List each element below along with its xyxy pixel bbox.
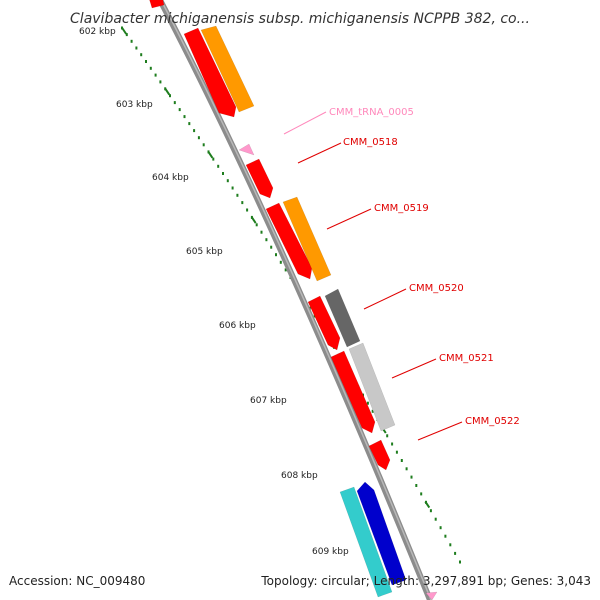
ruler-major-tick bbox=[250, 216, 257, 224]
leader-cmm-0518 bbox=[297, 142, 342, 164]
ruler-dot bbox=[188, 122, 191, 126]
ruler-dot bbox=[169, 94, 171, 98]
gene-label-cmm-0521[interactable]: CMM_0521 bbox=[439, 353, 494, 364]
gene-arrow-cmm-0519[interactable] bbox=[265, 202, 313, 280]
ruler-dot bbox=[222, 172, 224, 175]
ruler-dot bbox=[459, 560, 461, 564]
ruler-dot bbox=[279, 260, 282, 264]
ruler-dot bbox=[260, 230, 263, 234]
ruler-dot bbox=[284, 268, 287, 272]
ruler-dot bbox=[454, 551, 457, 555]
ruler-dot bbox=[395, 450, 398, 454]
ruler-dot bbox=[371, 409, 374, 413]
ruler-dot bbox=[159, 80, 162, 84]
ruler-dot bbox=[121, 26, 123, 30]
leader-cmm-trna-0005 bbox=[283, 111, 327, 135]
ruler-dot bbox=[183, 115, 186, 119]
ruler-dot bbox=[246, 208, 249, 212]
ruler-dot bbox=[125, 33, 128, 37]
gene-block-cmm-0517b[interactable] bbox=[200, 25, 255, 113]
map-title: Clavibacter michiganensis subsp. michiga… bbox=[70, 11, 530, 27]
ruler-dot bbox=[415, 484, 418, 487]
tick-label-607: 607 kbp bbox=[250, 396, 287, 406]
tick-label-603: 603 kbp bbox=[116, 100, 153, 110]
ruler-dot bbox=[236, 193, 239, 197]
leader-cmm-0519 bbox=[326, 208, 372, 230]
tick-label-606: 606 kbp bbox=[219, 321, 256, 331]
gene-arrow-cmm-0522[interactable] bbox=[368, 439, 391, 471]
ruler-dot bbox=[405, 467, 408, 471]
ruler-dot bbox=[241, 201, 244, 205]
ruler-dot bbox=[275, 253, 277, 257]
ruler-dot bbox=[231, 186, 234, 190]
gene-arrow-cmm-0520[interactable] bbox=[307, 295, 341, 351]
ruler-dot bbox=[255, 223, 258, 227]
ruler-major-tick bbox=[424, 501, 431, 509]
gene-arrow-cmm-trna-0005[interactable] bbox=[238, 143, 255, 156]
gene-arrow-cmm-0517[interactable] bbox=[148, 0, 165, 9]
ruler-dot bbox=[173, 101, 176, 105]
ruler-dot bbox=[434, 517, 437, 521]
gene-label-cmm-0518[interactable]: CMM_0518 bbox=[343, 137, 398, 148]
gene-arrow-cmm-0521[interactable] bbox=[330, 350, 376, 434]
ruler-dot bbox=[391, 442, 394, 446]
leader-cmm-0521 bbox=[391, 358, 437, 379]
ruler-dot bbox=[386, 434, 389, 438]
leader-cmm-0520 bbox=[363, 288, 407, 310]
gene-arrow-cmm-0518[interactable] bbox=[245, 158, 274, 199]
ruler-dot bbox=[429, 509, 432, 513]
tick-label-608: 608 kbp bbox=[281, 471, 318, 481]
ruler-dot bbox=[444, 534, 447, 538]
tick-label-604: 604 kbp bbox=[152, 173, 189, 183]
gene-label-cmm-trna-0005[interactable]: CMM_tRNA_0005 bbox=[329, 107, 414, 118]
ruler-tick-labels: 602 kbp 603 kbp 604 kbp 605 kbp 606 kbp … bbox=[79, 27, 349, 557]
ruler-dot bbox=[400, 459, 403, 462]
tick-label-609: 609 kbp bbox=[312, 547, 349, 557]
gene-arrow-cmm-0525[interactable] bbox=[425, 591, 438, 600]
ruler-dot bbox=[149, 66, 152, 70]
ruler-dot bbox=[366, 401, 369, 405]
ruler-dot bbox=[178, 108, 181, 112]
ruler-dot bbox=[212, 157, 215, 161]
accession-label: Accession: NC_009480 bbox=[9, 574, 146, 588]
ruler-major-tick bbox=[164, 88, 171, 96]
label-leader-lines bbox=[283, 111, 463, 441]
ruler-ticks bbox=[121, 27, 431, 509]
ruler-dot bbox=[265, 238, 268, 242]
ruler-dot bbox=[202, 143, 205, 147]
ruler-dot bbox=[217, 164, 220, 168]
ruler-dot bbox=[130, 39, 133, 43]
gene-arrow-cmm-0524[interactable] bbox=[356, 481, 407, 586]
ruler-dot bbox=[270, 245, 273, 249]
gene-block-cmm-0520b[interactable] bbox=[324, 288, 361, 348]
ruler-dot bbox=[145, 60, 147, 63]
gene-block-cmm-0519b[interactable] bbox=[282, 196, 332, 282]
gene-labels: CMM_tRNA_0005 CMM_0518 CMM_0519 CMM_0520… bbox=[329, 107, 520, 427]
sequence-summary: Topology: circular; Length: 3,297,891 bp… bbox=[261, 574, 591, 588]
ruler-dot bbox=[439, 526, 442, 530]
ruler-dot bbox=[135, 46, 138, 50]
gene-features bbox=[148, 0, 438, 600]
gene-label-cmm-0520[interactable]: CMM_0520 bbox=[409, 283, 464, 294]
ruler-dot bbox=[197, 136, 200, 140]
ruler-dot bbox=[140, 53, 143, 57]
gene-arrow-cmm-0517-b[interactable] bbox=[183, 27, 237, 118]
genome-backbone bbox=[157, 0, 433, 600]
tick-label-605: 605 kbp bbox=[186, 247, 223, 257]
gene-label-cmm-0519[interactable]: CMM_0519 bbox=[374, 203, 429, 214]
ruler-dot bbox=[420, 492, 423, 496]
ruler-dot bbox=[449, 543, 452, 547]
ruler-major-tick bbox=[207, 151, 214, 159]
ruler-dot bbox=[193, 129, 196, 133]
ruler-dot bbox=[154, 73, 157, 77]
ruler-dot bbox=[410, 475, 413, 479]
gene-block-cmm-0523[interactable] bbox=[339, 486, 393, 598]
gene-label-cmm-0522[interactable]: CMM_0522 bbox=[465, 416, 520, 427]
leader-cmm-0522 bbox=[417, 421, 463, 441]
ruler-major-tick bbox=[121, 27, 128, 35]
ruler-dot bbox=[226, 179, 229, 183]
tick-label-602: 602 kbp bbox=[79, 27, 116, 37]
gene-block-cmm-0521b[interactable] bbox=[348, 342, 396, 432]
